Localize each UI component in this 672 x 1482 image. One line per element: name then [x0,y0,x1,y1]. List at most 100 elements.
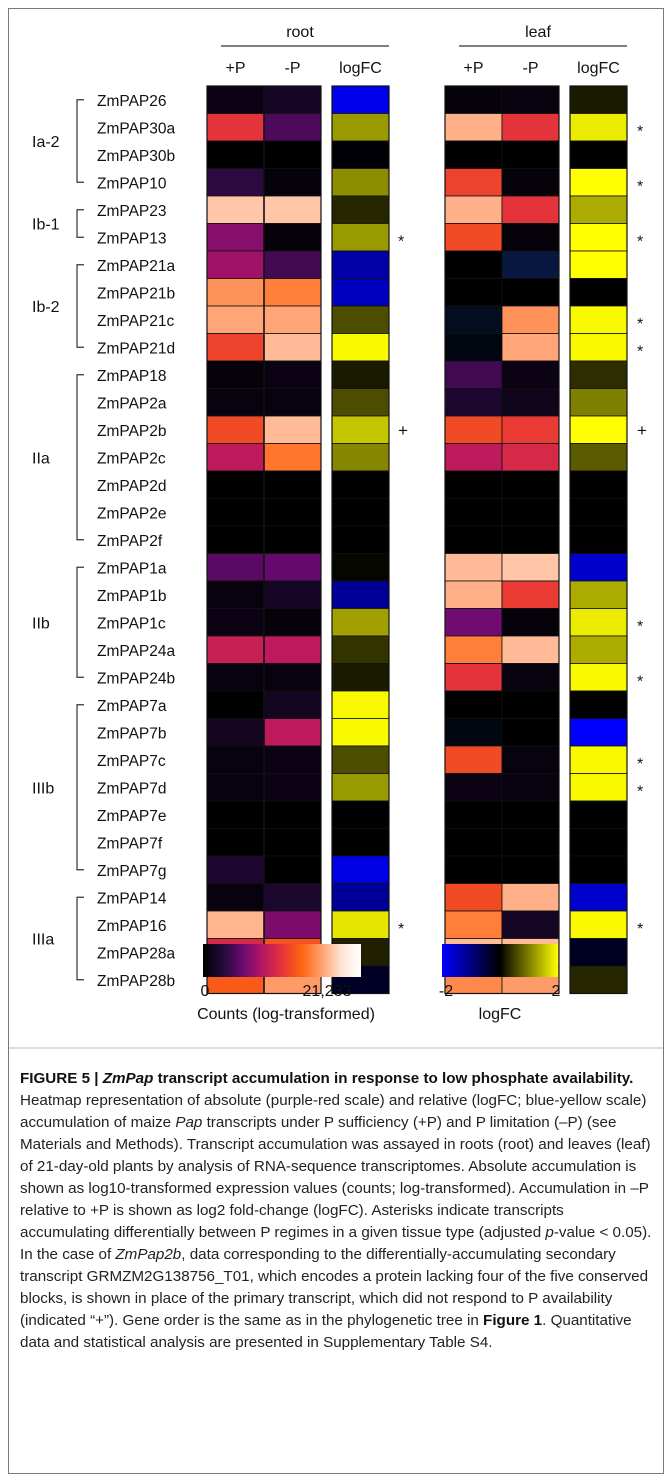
heatmap-cell-leaf-minusP [501,443,560,472]
heatmap-cell-root-logfc [331,828,390,857]
heatmap-cell-leaf-minusP [501,690,560,719]
heatmap-cell-leaf-minusP [501,415,560,444]
significance-mark-leaf: * [637,123,643,140]
heatmap-cell-root-plusP [206,690,265,719]
heatmap-cell-leaf-logfc [569,745,628,774]
group-bracket-0 [76,99,84,183]
heatmap-cell-root-minusP [263,883,322,912]
heatmap-cell-leaf-logfc [569,635,628,664]
heatmap-cell-root-plusP [206,333,265,362]
significance-mark-root: * [398,921,404,938]
heatmap-cell-leaf-plusP [444,278,503,307]
heatmap-cell-root-plusP [206,470,265,499]
heatmap-cell-root-plusP [206,113,265,142]
column-block-outline-3 [569,85,628,995]
heatmap-cell-root-plusP [206,718,265,747]
heatmap-cell-root-logfc [331,168,390,197]
column-label-leaf-0: +P [463,60,483,77]
heatmap-cell-leaf-logfc [569,580,628,609]
gene-label: ZmPAP7g [97,863,167,880]
gene-label: ZmPAP7e [97,808,167,825]
heatmap-cell-root-logfc [331,553,390,582]
significance-mark-leaf: * [637,673,643,690]
heatmap-cell-leaf-logfc [569,333,628,362]
heatmap-cell-leaf-plusP [444,635,503,664]
gene-label: ZmPAP28b [97,973,175,990]
group-label-6: IIIa [32,932,54,949]
significance-mark-leaf: + [637,421,647,440]
heatmap-cell-root-logfc [331,140,390,169]
caption-text-4: , data corresponding to the differential… [20,1246,649,1329]
group-label-0: Ia-2 [32,134,60,151]
gene-label: ZmPAP18 [97,368,167,385]
heatmap-cell-root-logfc [331,415,390,444]
heatmap-cell-root-minusP [263,690,322,719]
heatmap-cell-leaf-minusP [501,800,560,829]
heatmap-cell-leaf-minusP [501,85,560,114]
gene-label: ZmPAP1b [97,588,167,605]
group-bracket-4 [76,566,84,678]
heatmap-cell-leaf-plusP [444,113,503,142]
heatmap-cell-root-logfc [331,718,390,747]
heatmap-cell-leaf-plusP [444,718,503,747]
heatmap-cell-root-minusP [263,168,322,197]
heatmap-cell-root-minusP [263,333,322,362]
caption-title-gene: ZmPap [102,1070,154,1087]
heatmap-cell-root-minusP [263,580,322,609]
heatmap-cell-root-plusP [206,910,265,939]
heatmap-cell-root-logfc [331,388,390,417]
heatmap-cell-leaf-plusP [444,443,503,472]
heatmap-cell-root-logfc [331,800,390,829]
gene-label: ZmPAP2b [97,423,167,440]
heatmap-cell-leaf-logfc [569,470,628,499]
heatmap-cell-root-logfc [331,855,390,884]
heatmap-cell-root-logfc [331,580,390,609]
gene-label: ZmPAP24b [97,670,175,687]
heatmap-cell-root-logfc [331,773,390,802]
heatmap-cell-root-minusP [263,305,322,334]
heatmap-cell-leaf-minusP [501,498,560,527]
heatmap-cell-leaf-minusP [501,195,560,224]
significance-mark-leaf: * [637,618,643,635]
heatmap-cell-root-plusP [206,443,265,472]
heatmap-cell-root-minusP [263,553,322,582]
gene-label: ZmPAP24a [97,643,175,660]
column-block-outline-2 [444,85,560,995]
heatmap-cell-root-plusP [206,553,265,582]
heatmap-cell-leaf-logfc [569,195,628,224]
counts-scale-min: 0 [201,983,210,1000]
heatmap-cell-root-minusP [263,223,322,252]
heatmap-cell-leaf-minusP [501,910,560,939]
heatmap-cell-leaf-logfc [569,525,628,554]
gene-label: ZmPAP2f [97,533,163,550]
heatmap-cell-leaf-logfc [569,250,628,279]
figure-caption: FIGURE 5 | ZmPap transcript accumulation… [20,1068,652,1354]
heatmap-cell-root-minusP [263,360,322,389]
significance-mark-leaf: * [637,783,643,800]
heatmap-cell-root-plusP [206,883,265,912]
gene-label: ZmPAP7c [97,753,166,770]
heatmap-cell-leaf-plusP [444,745,503,774]
gene-label: ZmPAP21d [97,340,175,357]
heatmap-cell-root-logfc [331,113,390,142]
heatmap-cell-leaf-logfc [569,498,628,527]
heatmap-cell-leaf-plusP [444,388,503,417]
significance-mark-root: + [398,421,408,440]
heatmap-cell-leaf-plusP [444,525,503,554]
heatmap-cell-root-minusP [263,278,322,307]
heatmap-cell-root-logfc [331,305,390,334]
heatmap-cell-leaf-logfc [569,278,628,307]
caption-text-3: -value < 0.05). In the case of [20,1224,652,1263]
heatmap-cell-leaf-logfc [569,690,628,719]
heatmap-cell-root-logfc [331,85,390,114]
heatmap-cell-root-logfc [331,470,390,499]
heatmap-cell-leaf-logfc [569,443,628,472]
heatmap-cell-leaf-plusP [444,195,503,224]
gene-label: ZmPAP30b [97,148,175,165]
significance-mark-root: * [398,233,404,250]
column-label-leaf-2: logFC [577,60,620,77]
heatmap-cell-leaf-minusP [501,855,560,884]
heatmap-cell-root-logfc [331,663,390,692]
column-label-root-1: -P [285,60,301,77]
significance-mark-leaf: * [637,756,643,773]
